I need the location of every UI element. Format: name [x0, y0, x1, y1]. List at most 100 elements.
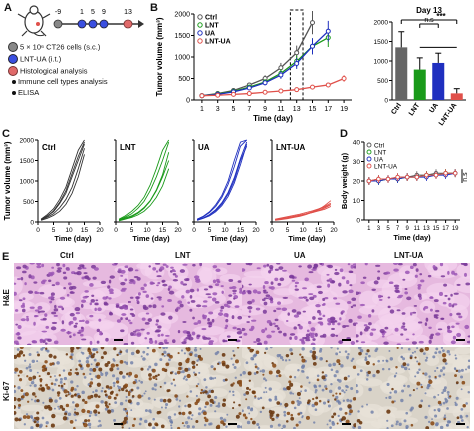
y-axis-label: Body weight (g): [340, 152, 349, 209]
nucleus: [108, 297, 112, 300]
hematoxylin-nucleus: [318, 384, 322, 388]
hematoxylin-nucleus: [390, 424, 394, 428]
hematoxylin-nucleus: [54, 378, 58, 382]
ki67-positive-nucleus: [300, 385, 303, 388]
nucleus: [16, 278, 21, 281]
nucleus: [193, 275, 200, 279]
nucleus: [160, 333, 164, 337]
ki67-positive-nucleus: [312, 361, 317, 366]
ki67-positive-nucleus: [84, 400, 88, 405]
hematoxylin-nucleus: [247, 406, 251, 410]
nucleus: [90, 298, 95, 303]
hematoxylin-nucleus: [130, 409, 133, 412]
nucleus: [371, 288, 376, 291]
nucleus: [294, 281, 300, 285]
nucleus: [269, 265, 274, 270]
ki67-positive-nucleus: [343, 376, 348, 381]
nucleus: [342, 290, 348, 294]
ki67-positive-nucleus: [128, 393, 131, 396]
ki67-positive-nucleus: [62, 416, 68, 421]
ki67-positive-nucleus: [338, 392, 342, 395]
x-tick-label: 20: [330, 227, 338, 234]
nucleus: [20, 318, 26, 322]
nucleus: [344, 325, 350, 327]
hematoxylin-nucleus: [98, 419, 101, 423]
ki67-positive-nucleus: [276, 401, 281, 405]
nucleus: [129, 321, 133, 325]
hematoxylin-nucleus: [298, 397, 301, 400]
tumor-line: [118, 139, 170, 220]
hematoxylin-nucleus: [420, 383, 423, 386]
hematoxylin-nucleus: [104, 371, 109, 376]
hematoxylin-nucleus: [160, 406, 163, 409]
stroma: [425, 354, 440, 366]
nucleus: [456, 332, 462, 338]
nucleus: [242, 290, 246, 292]
ki67-positive-nucleus: [232, 406, 235, 410]
hematoxylin-nucleus: [36, 360, 39, 363]
x-tick-label: 9: [263, 106, 267, 113]
hematoxylin-nucleus: [31, 359, 36, 364]
ki67-positive-nucleus: [251, 390, 256, 394]
hematoxylin-nucleus: [214, 410, 217, 413]
nucleus: [348, 289, 354, 294]
data-point: [366, 178, 372, 184]
nucleus: [51, 266, 55, 269]
nucleus: [26, 343, 32, 345]
hematoxylin-nucleus: [405, 411, 409, 415]
nucleus: [42, 317, 47, 321]
nucleus: [142, 304, 147, 309]
hematoxylin-nucleus: [33, 384, 37, 388]
nucleus: [465, 282, 470, 286]
y-tick-label: 10: [353, 198, 361, 205]
bar-ua: [432, 62, 445, 100]
nucleus: [22, 297, 26, 301]
nucleus: [208, 325, 211, 328]
subplot-title: Ctrl: [42, 143, 56, 152]
panel-label-a: A: [4, 2, 12, 14]
hematoxylin-nucleus: [356, 383, 358, 388]
ki67-positive-nucleus: [296, 391, 301, 396]
hematoxylin-nucleus: [316, 374, 320, 378]
x-tick-label: 15: [159, 227, 167, 234]
hematoxylin-nucleus: [292, 392, 295, 395]
hematoxylin-nucleus: [92, 391, 95, 394]
hematoxylin-nucleus: [163, 381, 167, 385]
stroma: [128, 356, 143, 368]
hematoxylin-nucleus: [381, 367, 385, 371]
stroma: [397, 352, 420, 366]
ki67-positive-nucleus: [97, 411, 101, 415]
nucleus: [302, 310, 306, 313]
nucleus: [84, 275, 89, 280]
hematoxylin-nucleus: [148, 409, 152, 413]
ki67-positive-nucleus: [140, 367, 144, 371]
nucleus: [438, 291, 444, 297]
ki67-positive-nucleus: [232, 382, 235, 385]
bullet-icon: [12, 90, 16, 95]
ki67-positive-nucleus: [225, 364, 230, 369]
hematoxylin-nucleus: [366, 373, 369, 377]
tumor-line: [118, 141, 170, 220]
hematoxylin-nucleus: [175, 397, 179, 401]
nucleus: [26, 315, 29, 318]
x-axis-label: Time (day): [253, 114, 293, 123]
nucleus: [456, 283, 461, 286]
hematoxylin-nucleus: [125, 399, 128, 402]
hematoxylin-nucleus: [465, 402, 468, 405]
hematoxylin-nucleus: [301, 415, 304, 418]
ki67-positive-nucleus: [197, 398, 201, 401]
ki67-positive-nucleus: [133, 417, 136, 421]
nucleus: [156, 275, 162, 278]
nucleus: [412, 263, 417, 267]
ki67-positive-nucleus: [278, 374, 282, 378]
ki67-positive-nucleus: [204, 418, 209, 423]
x-tick-label: Ctrl: [390, 102, 403, 116]
nucleus: [129, 308, 134, 311]
hematoxylin-nucleus: [110, 409, 115, 413]
nucleus: [157, 281, 161, 285]
ki67-positive-nucleus: [44, 360, 48, 364]
hematoxylin-nucleus: [416, 387, 419, 390]
hematoxylin-nucleus: [217, 402, 221, 405]
red-circle-icon: [8, 66, 18, 76]
ki67-positive-nucleus: [18, 418, 22, 422]
